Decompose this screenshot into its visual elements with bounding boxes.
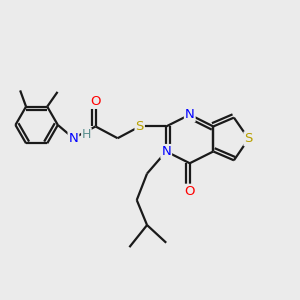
Text: H: H <box>82 128 91 141</box>
Text: N: N <box>185 108 195 121</box>
Text: O: O <box>184 185 195 198</box>
Text: S: S <box>244 132 253 145</box>
Text: N: N <box>69 132 78 145</box>
Text: S: S <box>136 120 144 133</box>
Text: O: O <box>90 95 101 108</box>
Text: N: N <box>161 145 171 158</box>
